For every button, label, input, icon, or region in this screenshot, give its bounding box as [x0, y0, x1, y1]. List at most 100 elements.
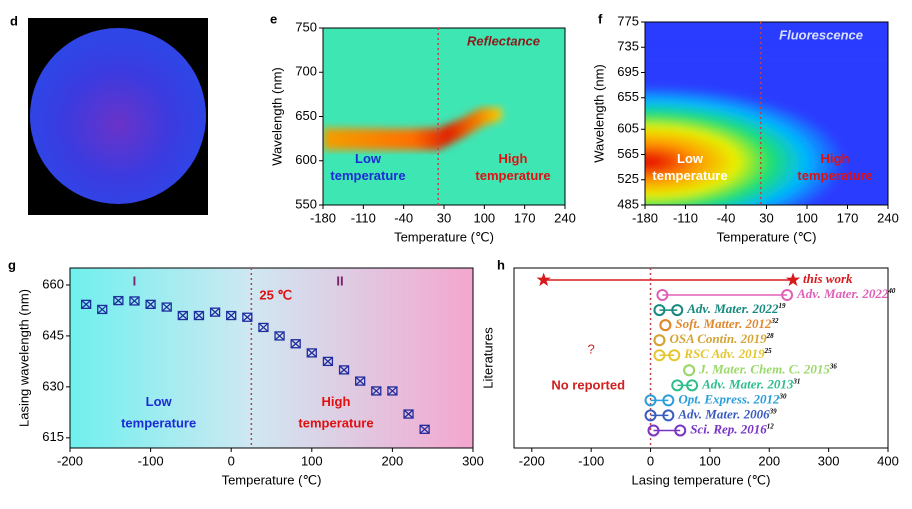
x-tick-label: 100 — [796, 210, 818, 225]
x-tick-label: 200 — [758, 453, 780, 468]
x-tick-label: 0 — [228, 453, 235, 468]
reference-number: 30 — [778, 392, 787, 400]
panel-label: h — [497, 257, 505, 272]
point — [387, 386, 398, 396]
reference-label: RSC Adv. 201925 — [683, 346, 772, 361]
reference-number: 28 — [766, 332, 775, 340]
range-end — [644, 394, 657, 407]
region-label-line: temperature — [475, 168, 550, 183]
region-label-line: temperature — [298, 416, 373, 431]
range-end — [647, 424, 660, 437]
point — [419, 424, 430, 434]
reference-label: Adv. Mater. 200639 — [677, 406, 777, 421]
point — [322, 356, 334, 367]
reference-number: 25 — [764, 347, 773, 355]
point — [226, 310, 237, 321]
point-box — [161, 302, 172, 312]
region-label-line: High — [322, 394, 351, 409]
heatmap — [645, 22, 888, 205]
reference-number: 19 — [779, 302, 787, 310]
point — [258, 322, 269, 333]
region-numeral: II — [336, 273, 343, 288]
reference-name: Opt. Express. 2012 — [678, 391, 780, 406]
region-numeral: I — [133, 273, 137, 288]
y-tick-label: 600 — [295, 152, 317, 167]
point-cross — [161, 302, 172, 312]
y-tick-label: 650 — [295, 108, 317, 123]
region-label-line: temperature — [652, 168, 727, 183]
reference-label: Opt. Express. 201230 — [678, 391, 787, 406]
region-label: Low temperature — [652, 151, 727, 183]
point-box — [274, 331, 285, 341]
x-tick-label: -100 — [138, 453, 164, 468]
heatmap — [323, 28, 565, 205]
y-tick-label: 700 — [295, 64, 317, 79]
reference-name: OSA Contin. 2019 — [669, 331, 767, 346]
point — [371, 386, 382, 396]
x-axis-label: Temperature (℃) — [394, 229, 494, 244]
point-cross — [145, 299, 156, 309]
x-tick-label: -40 — [717, 210, 736, 225]
point — [97, 304, 108, 315]
x-tick-label: 0 — [647, 453, 654, 468]
panel-title: Reflectance — [467, 33, 540, 48]
y-tick-label: 630 — [42, 378, 64, 393]
point-box — [322, 356, 334, 367]
x-tick-label: 400 — [877, 453, 899, 468]
point — [355, 376, 366, 386]
x-tick-label: 100 — [473, 210, 495, 225]
x-axis-label: Temperature (℃) — [717, 229, 817, 244]
y-tick-label: 660 — [42, 276, 64, 291]
point-box — [80, 299, 92, 309]
range-end — [536, 272, 551, 287]
region-label: Low temperature — [330, 151, 405, 183]
heatmap-bg — [323, 28, 565, 205]
point-box — [258, 322, 269, 333]
panel-label: f — [598, 11, 603, 26]
reference-name: Sci. Rep. 2016 — [690, 421, 767, 436]
reference-number: 40 — [887, 287, 896, 295]
y-tick-label: 775 — [617, 13, 639, 28]
point-box — [97, 304, 108, 315]
region-label-line: temperature — [330, 168, 405, 183]
y-tick-label: 485 — [617, 196, 639, 211]
point-box — [338, 365, 350, 375]
point — [177, 310, 188, 321]
region-label-line: Low — [677, 151, 704, 166]
region-label-line: High — [499, 151, 528, 166]
point — [290, 339, 301, 349]
range-end — [671, 304, 684, 317]
y-tick-label: 735 — [617, 39, 639, 54]
panel-label: g — [8, 257, 16, 272]
reference-label: J. Mater. Chem. C. 201536 — [698, 361, 837, 376]
point-box — [193, 310, 205, 321]
point — [129, 296, 140, 306]
reference-number: 31 — [792, 377, 800, 385]
y-axis-label: Wavelength (nm) — [269, 67, 284, 166]
y-tick-label: 645 — [42, 327, 64, 342]
reference-label: Adv. Mater. 202219 — [686, 301, 786, 316]
point-cross — [355, 376, 366, 386]
region-label-line: Low — [146, 394, 173, 409]
point-box — [209, 307, 221, 317]
region-label: High temperature — [298, 394, 373, 431]
point-cross — [177, 311, 188, 321]
plot-frame — [644, 21, 889, 206]
y-tick-label: 615 — [42, 429, 64, 444]
point-cross — [387, 386, 398, 396]
reference-number: 39 — [769, 407, 778, 415]
point-box — [371, 386, 382, 396]
x-tick-label: 100 — [301, 453, 323, 468]
range-end — [653, 304, 666, 317]
y-tick-label: 750 — [295, 19, 317, 34]
point-box — [290, 339, 301, 349]
point-box — [113, 295, 124, 306]
region-label-line: Low — [355, 151, 382, 166]
point-box — [419, 424, 430, 434]
panel-title: Fluorescence — [779, 27, 863, 42]
point-box — [403, 409, 414, 419]
reference-label: this work — [803, 271, 853, 286]
y-tick-label: 695 — [617, 64, 639, 79]
range-end — [683, 364, 696, 377]
